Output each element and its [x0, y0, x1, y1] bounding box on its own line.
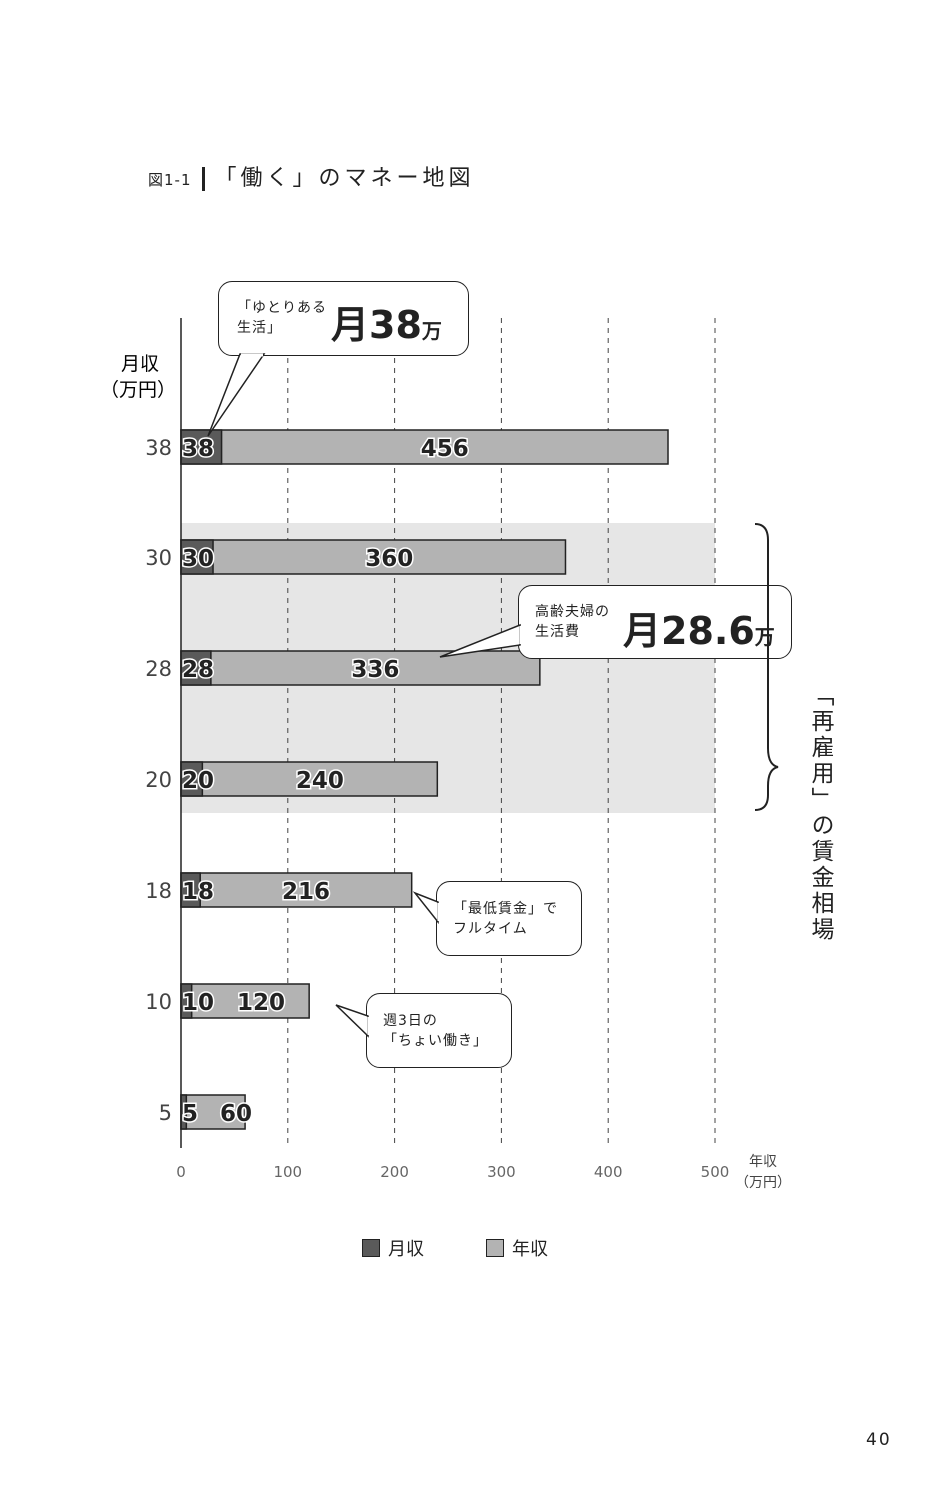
callout-comfortable-life: 「ゆとりある 生活」 月38万 — [218, 281, 469, 356]
legend-swatch — [362, 1239, 380, 1257]
title-text: 「働く」のマネー地図 — [214, 166, 475, 191]
callout-text: 高齢夫婦の — [535, 604, 610, 620]
y-tick-label: 5 — [159, 1101, 172, 1125]
bar-monthly — [180, 539, 214, 575]
bar-annual — [180, 650, 541, 686]
data-label-annual: 456 — [421, 436, 469, 462]
callout-tails — [207, 353, 779, 1038]
data-label-monthly: 28 — [182, 657, 214, 683]
bar-monthly — [180, 650, 212, 686]
callout-unit: 万 — [421, 319, 442, 343]
data-label-monthly: 5 — [182, 1101, 198, 1127]
data-label-monthly: 20 — [182, 768, 214, 794]
callout-minimum-wage: 「最低賃金」で フルタイム — [436, 881, 582, 956]
bar-annual — [180, 872, 413, 908]
y-tick-label: 28 — [145, 657, 172, 681]
figure-title: 図1-1 「働く」のマネー地図 — [148, 160, 475, 192]
bar-annual — [180, 761, 439, 797]
callout-value: 月28.6 — [623, 609, 755, 653]
callout-unit: 万 — [754, 625, 775, 649]
callout-tail — [207, 353, 266, 437]
callout-text: 「ゆとりある — [237, 300, 327, 316]
figure-label: 図1-1 — [148, 171, 192, 189]
y-axis-label: （万円） — [100, 379, 176, 401]
x-tick-label: 200 — [380, 1163, 409, 1181]
x-tick-label: 300 — [487, 1163, 516, 1181]
y-tick-label: 30 — [145, 546, 172, 570]
callout-text: 週3日の — [383, 1013, 438, 1029]
bar-annual — [180, 429, 669, 465]
y-tick-label: 20 — [145, 768, 172, 792]
bar-annual — [180, 1094, 246, 1130]
x-tick-label: 100 — [273, 1163, 302, 1181]
x-axis-label: 年収 — [749, 1154, 777, 1170]
title-divider — [201, 167, 205, 191]
callout-tail — [412, 891, 439, 925]
data-label-monthly: 38 — [182, 436, 214, 462]
x-tick-label: 0 — [176, 1163, 186, 1181]
callout-elderly-couple: 高齢夫婦の 生活費 月28.6万 — [518, 585, 792, 659]
legend-label: 月収 — [388, 1239, 424, 1260]
bar-chart: 0 100 200 300 400 500 年収 （万円） 月収 （万円） 38 38 456 30 30 3… — [100, 318, 791, 1191]
x-tick-label: 400 — [594, 1163, 623, 1181]
callout-text: 「最低賃金」で — [453, 901, 558, 917]
x-tick-label: 500 — [701, 1163, 730, 1181]
data-label-monthly: 10 — [182, 990, 214, 1016]
y-tick-label: 10 — [145, 990, 172, 1014]
callout-text: フルタイム — [453, 921, 528, 937]
callout-text: 生活費 — [535, 624, 580, 640]
data-label-annual: 120 — [237, 990, 285, 1016]
data-label-monthly: 18 — [182, 879, 214, 905]
callout-part-time: 週3日の 「ちょい働き」 — [366, 993, 512, 1068]
bar-monthly — [180, 429, 223, 465]
data-label-monthly: 30 — [182, 546, 214, 572]
callout-tail — [439, 623, 521, 658]
callout-text: 生活」 — [237, 320, 282, 336]
legend-item-monthly: 月収 — [362, 1235, 424, 1261]
callout-value: 月38 — [331, 303, 422, 347]
brace — [754, 523, 779, 811]
data-label-annual: 336 — [351, 657, 399, 683]
data-label-annual: 240 — [296, 768, 344, 794]
data-label-annual: 360 — [365, 546, 413, 572]
y-tick-label: 18 — [145, 879, 172, 903]
callout-text: 「ちょい働き」 — [383, 1033, 488, 1049]
x-axis-label: （万円） — [735, 1175, 791, 1191]
legend-label: 年収 — [512, 1239, 548, 1260]
page-number: 40 — [866, 1430, 892, 1450]
legend: 月収 年収 — [362, 1235, 548, 1261]
data-label-annual: 216 — [282, 879, 330, 905]
bar-annual — [180, 539, 567, 575]
band-label: 「再雇用」の賃金相場 — [807, 683, 833, 943]
callout-tail — [335, 1004, 369, 1038]
legend-item-annual: 年収 — [486, 1235, 548, 1261]
data-label-annual: 60 — [220, 1101, 252, 1127]
legend-swatch — [486, 1239, 504, 1257]
y-axis-label: 月収 — [121, 353, 159, 375]
y-tick-label: 38 — [145, 436, 172, 460]
